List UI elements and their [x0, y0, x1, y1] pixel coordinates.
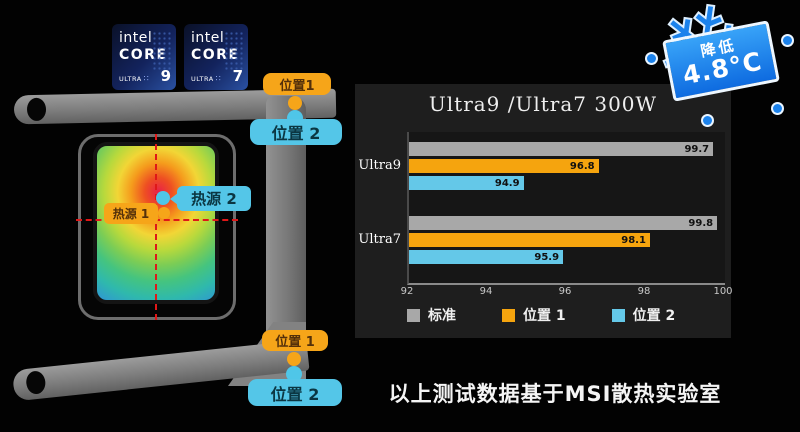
x-tick-label: 94 [479, 286, 493, 297]
snowflake-dot [773, 104, 782, 113]
badge-dot-pattern [152, 31, 173, 72]
position-1-top-dot [288, 96, 302, 110]
cooler-illustration: intel CORE ULTRA ∷ 9 intel CORE ULTRA ∷ … [0, 0, 352, 432]
ultra-text: ULTRA [119, 75, 142, 83]
intel-core-ultra7-badge: intel CORE ULTRA ∷ 7 [184, 24, 248, 90]
bar-group-ultra9: 99.7 96.8 94.9 [409, 142, 725, 193]
legend-swatch [502, 308, 515, 322]
badge-number: 7 [232, 67, 243, 85]
badge-dots: ∷ [215, 74, 221, 83]
position-2-top-label: 位置 2 [250, 119, 342, 145]
x-tick-label: 98 [637, 286, 651, 297]
plot-area: 99.7 96.8 94.9 99.8 98.1 95.9 [407, 132, 725, 285]
heat-source-2-label: 热源 2 [170, 186, 251, 211]
bar: 99.7 [409, 142, 714, 156]
temperature-drop-badge: ❄ 降低 4.8°C [645, 0, 800, 130]
bar-group-ultra7: 99.8 98.1 95.9 [409, 216, 725, 267]
heat-source-2-dot [156, 191, 170, 205]
legend-item: 标准 [407, 305, 456, 325]
badge-dot-pattern [224, 31, 245, 72]
bar: 99.8 [409, 216, 718, 230]
position-1-bottom-label: 位置 1 [262, 330, 328, 351]
position-1-top-label: 位置1 [263, 73, 331, 95]
snowflake-dot [703, 116, 712, 125]
screw-hole [25, 370, 47, 395]
heat-source-1-label: 热源 1 [104, 203, 158, 224]
badge-dots: ∷ [143, 74, 149, 83]
position-1-bottom-dot [287, 352, 301, 366]
benchmark-chart-panel: Ultra9 /Ultra7 300W 99.7 96.8 94.9 99.8 98.1… [355, 84, 733, 338]
category-label: Ultra7 [358, 232, 401, 247]
intel-core-ultra9-badge: intel CORE ULTRA ∷ 9 [112, 24, 176, 90]
chart-legend: 标准 位置 1 位置 2 [407, 305, 675, 325]
x-tick-label: 92 [400, 286, 414, 297]
bar: 95.9 [409, 250, 564, 264]
position-2-bottom-label: 位置 2 [248, 379, 342, 406]
legend-swatch [611, 308, 625, 322]
footnote-caption: 以上测试数据基于MSI散热实验室 [388, 382, 722, 406]
heat-source-1-dot [158, 207, 170, 219]
legend-item: 位置 1 [502, 305, 566, 325]
legend-label: 位置 1 [523, 308, 566, 324]
screw-hole [26, 97, 47, 122]
bar: 96.8 [409, 159, 599, 173]
legend-item: 位置 2 [611, 305, 676, 325]
category-label: Ultra9 [358, 158, 401, 173]
x-tick-label: 100 [713, 286, 733, 297]
bar: 98.1 [409, 233, 650, 247]
crosshair-vertical [155, 134, 157, 320]
bar: 94.9 [409, 176, 524, 190]
legend-swatch [407, 308, 420, 322]
legend-label: 位置 2 [632, 308, 676, 324]
intel-logo-text: intel [191, 30, 225, 46]
snowflake-dot [647, 54, 656, 63]
chart-title: Ultra9 /Ultra7 300W [428, 92, 658, 116]
badge-number: 9 [160, 67, 171, 85]
position-2-bottom-dot [286, 366, 302, 382]
legend-label: 标准 [428, 308, 456, 324]
drop-value: 4.8°C [680, 46, 765, 91]
snowflake-dot [783, 36, 792, 45]
x-tick-label: 96 [558, 286, 572, 297]
intel-logo-text: intel [119, 30, 153, 46]
ultra-text: ULTRA [191, 75, 214, 83]
